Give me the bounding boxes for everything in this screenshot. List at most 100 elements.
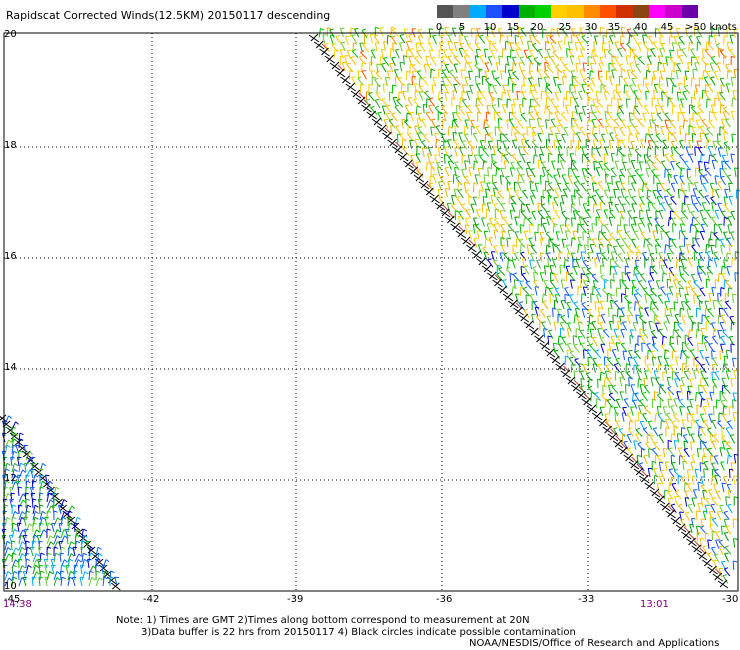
wind-barb-feather: [429, 97, 434, 100]
wind-barb-feather: [546, 97, 551, 100]
wind-barb-feather: [419, 85, 424, 88]
wind-barb-feather: [684, 160, 689, 163]
wind-barb-feather: [657, 412, 663, 416]
wind-barb-feather: [24, 528, 29, 531]
wind-barb-feather: [439, 175, 445, 178]
wind-barb-feather: [528, 77, 533, 79]
wind-barb-feather: [510, 161, 515, 164]
wind-barb: [724, 301, 732, 310]
wind-barb-feather: [8, 577, 13, 582]
wind-barb: [671, 42, 675, 52]
wind-barb-feather: [695, 419, 700, 422]
wind-barb-feather: [622, 350, 628, 353]
wind-barb: [637, 412, 640, 422]
wind-barb: [419, 43, 426, 52]
wind-barb-feather: [618, 105, 623, 108]
wind-barb-feather: [392, 84, 397, 87]
wind-barb: [4, 493, 9, 503]
wind-barb: [31, 463, 34, 473]
wind-barb-feather: [430, 166, 436, 169]
wind-barb: [46, 505, 52, 515]
wind-barb: [606, 182, 611, 192]
wind-barb-feather: [463, 49, 468, 52]
wind-barb: [500, 70, 503, 80]
wind-barb-feather: [702, 334, 707, 338]
wind-barb-feather: [678, 287, 684, 290]
wind-barb: [631, 50, 639, 59]
wind-barb: [50, 565, 55, 575]
wind-barb-feather: [722, 413, 727, 416]
wind-barb-feather: [690, 349, 695, 352]
wind-barb-feather: [707, 427, 712, 430]
wind-barb-feather: [657, 392, 662, 396]
wind-barb: [650, 289, 657, 297]
wind-barb: [690, 350, 696, 359]
wind-barb-feather: [670, 153, 675, 157]
wind-barb-feather: [77, 559, 82, 563]
wind-barb: [717, 224, 723, 234]
wind-barb-feather: [602, 287, 607, 290]
wind-barb-feather: [707, 552, 712, 555]
wind-barb-feather: [571, 363, 576, 366]
edge-barb: [630, 460, 639, 469]
wind-barb-feather: [647, 155, 652, 158]
wind-barb: [599, 322, 605, 331]
wind-barb-feather: [686, 355, 691, 358]
wind-barb: [593, 35, 598, 45]
wind-barb-feather: [640, 420, 645, 423]
wind-barb-feather: [704, 90, 709, 93]
edge-barb: [431, 194, 439, 203]
wind-barb: [648, 448, 650, 458]
wind-barb-feather: [683, 440, 688, 443]
wind-barb-feather: [644, 405, 649, 409]
wind-barb: [706, 139, 708, 149]
wind-barb-feather: [552, 243, 557, 246]
wind-barb-feather: [623, 77, 628, 80]
wind-barb-feather: [422, 76, 427, 79]
wind-barb: [655, 280, 660, 290]
wind-barb-feather: [49, 499, 54, 503]
wind-barb: [4, 553, 10, 563]
wind-barb-feather: [715, 238, 721, 241]
wind-barb: [559, 155, 566, 163]
wind-barb-feather: [510, 49, 515, 52]
wind-barb-feather: [518, 196, 523, 200]
wind-barb-feather: [666, 168, 672, 171]
wind-barb: [635, 314, 638, 324]
wind-barb-feather: [534, 231, 539, 234]
wind-barb: [592, 112, 599, 121]
wind-barb-feather: [720, 238, 725, 241]
wind-barb-feather: [530, 61, 535, 65]
wind-barb: [698, 253, 705, 262]
wind-barb: [676, 91, 679, 102]
wind-barb-feather: [660, 224, 665, 228]
wind-barb: [723, 386, 731, 394]
wind-barb-feather: [669, 35, 674, 38]
wind-barb-feather: [584, 244, 589, 247]
wind-barb-feather: [682, 362, 687, 366]
wind-barb: [683, 86, 691, 95]
wind-barb-feather: [655, 133, 660, 136]
wind-barb-feather: [578, 140, 583, 143]
wind-barb-feather: [13, 438, 18, 442]
wind-barb: [476, 230, 480, 240]
wind-barb: [381, 99, 389, 107]
wind-barb: [671, 84, 674, 94]
wind-barb: [351, 50, 359, 59]
wind-barb: [536, 260, 542, 269]
wind-barb: [662, 406, 667, 416]
wind-barb: [444, 167, 450, 177]
wind-barb: [732, 475, 736, 485]
wind-barb: [475, 209, 481, 219]
wind-barb: [658, 77, 661, 87]
wind-barb-feather: [497, 28, 503, 30]
wind-barb: [369, 34, 374, 44]
wind-barb: [554, 92, 560, 101]
wind-barb-feather: [353, 42, 358, 45]
wind-barb: [506, 35, 509, 45]
wind-barb-feather: [583, 175, 588, 178]
wind-barb-feather: [56, 571, 61, 575]
wind-barb: [613, 364, 620, 373]
wind-barb-feather: [703, 461, 708, 463]
wind-barb: [712, 141, 717, 150]
